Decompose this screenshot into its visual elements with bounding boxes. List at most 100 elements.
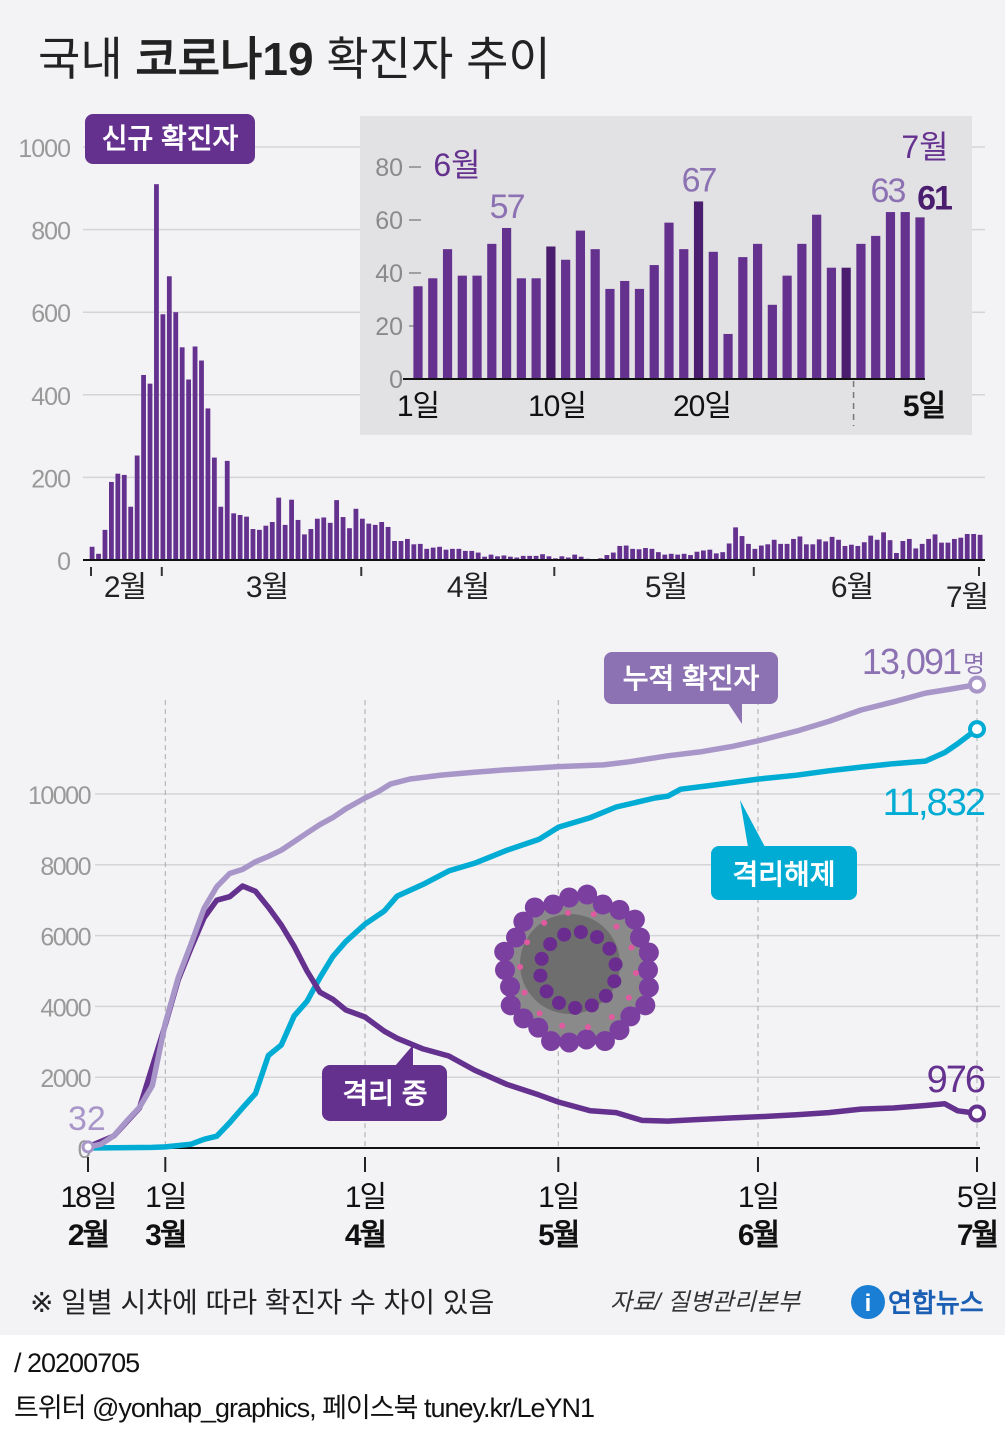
bar [713, 553, 719, 560]
bar [726, 543, 732, 560]
cumulative-chart-grid: 020004000600080001000018일2월1일3월1일4월1일5월1… [28, 700, 1000, 1252]
legend-isolated: 격리 중 [322, 1045, 447, 1121]
bar [868, 535, 874, 560]
cumulative-line-end-marker [968, 675, 986, 694]
bar [546, 556, 552, 560]
virus-dot [584, 1024, 591, 1031]
virus-dot [590, 911, 597, 918]
bar [308, 529, 314, 560]
cumulative-lines [81, 675, 986, 1154]
bar [649, 548, 655, 560]
y-tick-label: 6000 [40, 924, 90, 952]
bar [533, 555, 539, 560]
bar [366, 523, 372, 560]
legend-released: 격리해제 [711, 800, 857, 900]
x-tick-month: 7월 [957, 1219, 998, 1252]
bar [192, 346, 198, 560]
inset-bar [634, 288, 645, 379]
virus-spike [629, 927, 650, 948]
inset-value-label: 61 [917, 179, 952, 217]
inset-bar [561, 259, 571, 379]
bar [849, 544, 854, 560]
svg-text:격리 중: 격리 중 [342, 1078, 427, 1109]
bar [797, 536, 803, 560]
svg-text:격리해제: 격리해제 [732, 859, 835, 890]
inset-bar [487, 243, 497, 379]
released-line [85, 726, 980, 1151]
virus-spike [528, 1017, 549, 1038]
virus-spike [500, 995, 521, 1016]
bar [334, 500, 340, 560]
inset-bar [723, 333, 733, 379]
bar [482, 556, 488, 560]
bar [186, 379, 192, 560]
bar [623, 545, 629, 560]
virus-spike-inner [543, 937, 558, 952]
y-tick-label: 2000 [40, 1065, 90, 1093]
inset-y-tick-label: 0 [389, 366, 403, 394]
virus-spike [576, 1029, 597, 1050]
bar [971, 533, 977, 560]
bar [141, 374, 146, 560]
virus-spike [609, 899, 630, 920]
isolated-end-label: 976 [927, 1059, 985, 1101]
bar [147, 383, 153, 560]
bar [842, 545, 848, 560]
bar [450, 548, 455, 560]
bar [353, 508, 359, 560]
virus-spike-inner [534, 951, 549, 966]
bar [932, 534, 938, 560]
bar [269, 522, 275, 560]
bar [707, 549, 713, 560]
bar [939, 542, 944, 560]
bar [720, 552, 726, 560]
bar [379, 522, 385, 560]
bar [443, 549, 449, 560]
bar [398, 541, 404, 560]
daily-x-axis: 2월 3월 4월 5월 6월 7월 [83, 559, 989, 614]
inset-bar [826, 267, 837, 379]
inset-month-label: 7월 [901, 129, 948, 165]
bar [694, 551, 700, 560]
bar [411, 544, 417, 560]
svg-text:연합뉴스: 연합뉴스 [888, 1288, 984, 1318]
virus-dot [632, 969, 639, 976]
y-tick-label: 200 [31, 465, 70, 493]
bar [340, 517, 346, 560]
inset-y-tick-label: 40 [375, 260, 403, 288]
bar [89, 546, 95, 560]
bar [610, 552, 616, 560]
inset-bar [708, 251, 718, 379]
daily-title-badge [85, 114, 255, 164]
source: 자료/ 질병관리본부 [610, 1289, 802, 1316]
bar [211, 457, 217, 560]
bar [746, 543, 751, 560]
bar [405, 538, 410, 560]
virus-spike-inner [533, 968, 548, 983]
virus-spike [624, 909, 645, 930]
bar [424, 548, 430, 560]
inset-bar [664, 222, 674, 379]
inset-bar [797, 243, 807, 379]
bar [540, 554, 545, 560]
inset-y-tick-label: 20 [375, 313, 403, 341]
bar [572, 554, 578, 560]
bar [314, 518, 320, 560]
cumulative-end-label: 13,091 [862, 641, 961, 682]
bar [778, 543, 784, 560]
bar [109, 481, 114, 560]
virus-spike-inner [539, 984, 554, 999]
bar [977, 534, 983, 560]
x-tick-day: 1일 [145, 1181, 185, 1214]
bar [527, 555, 533, 560]
legend-cumulative: 누적 확진자 [604, 652, 778, 724]
bar [926, 538, 932, 560]
bar [655, 552, 661, 560]
inset-bar [693, 201, 704, 379]
bar [430, 547, 436, 560]
inset-bar [649, 265, 659, 379]
virus-dot [565, 909, 572, 916]
bar [803, 544, 809, 560]
bar [784, 543, 790, 560]
bar [565, 557, 571, 560]
